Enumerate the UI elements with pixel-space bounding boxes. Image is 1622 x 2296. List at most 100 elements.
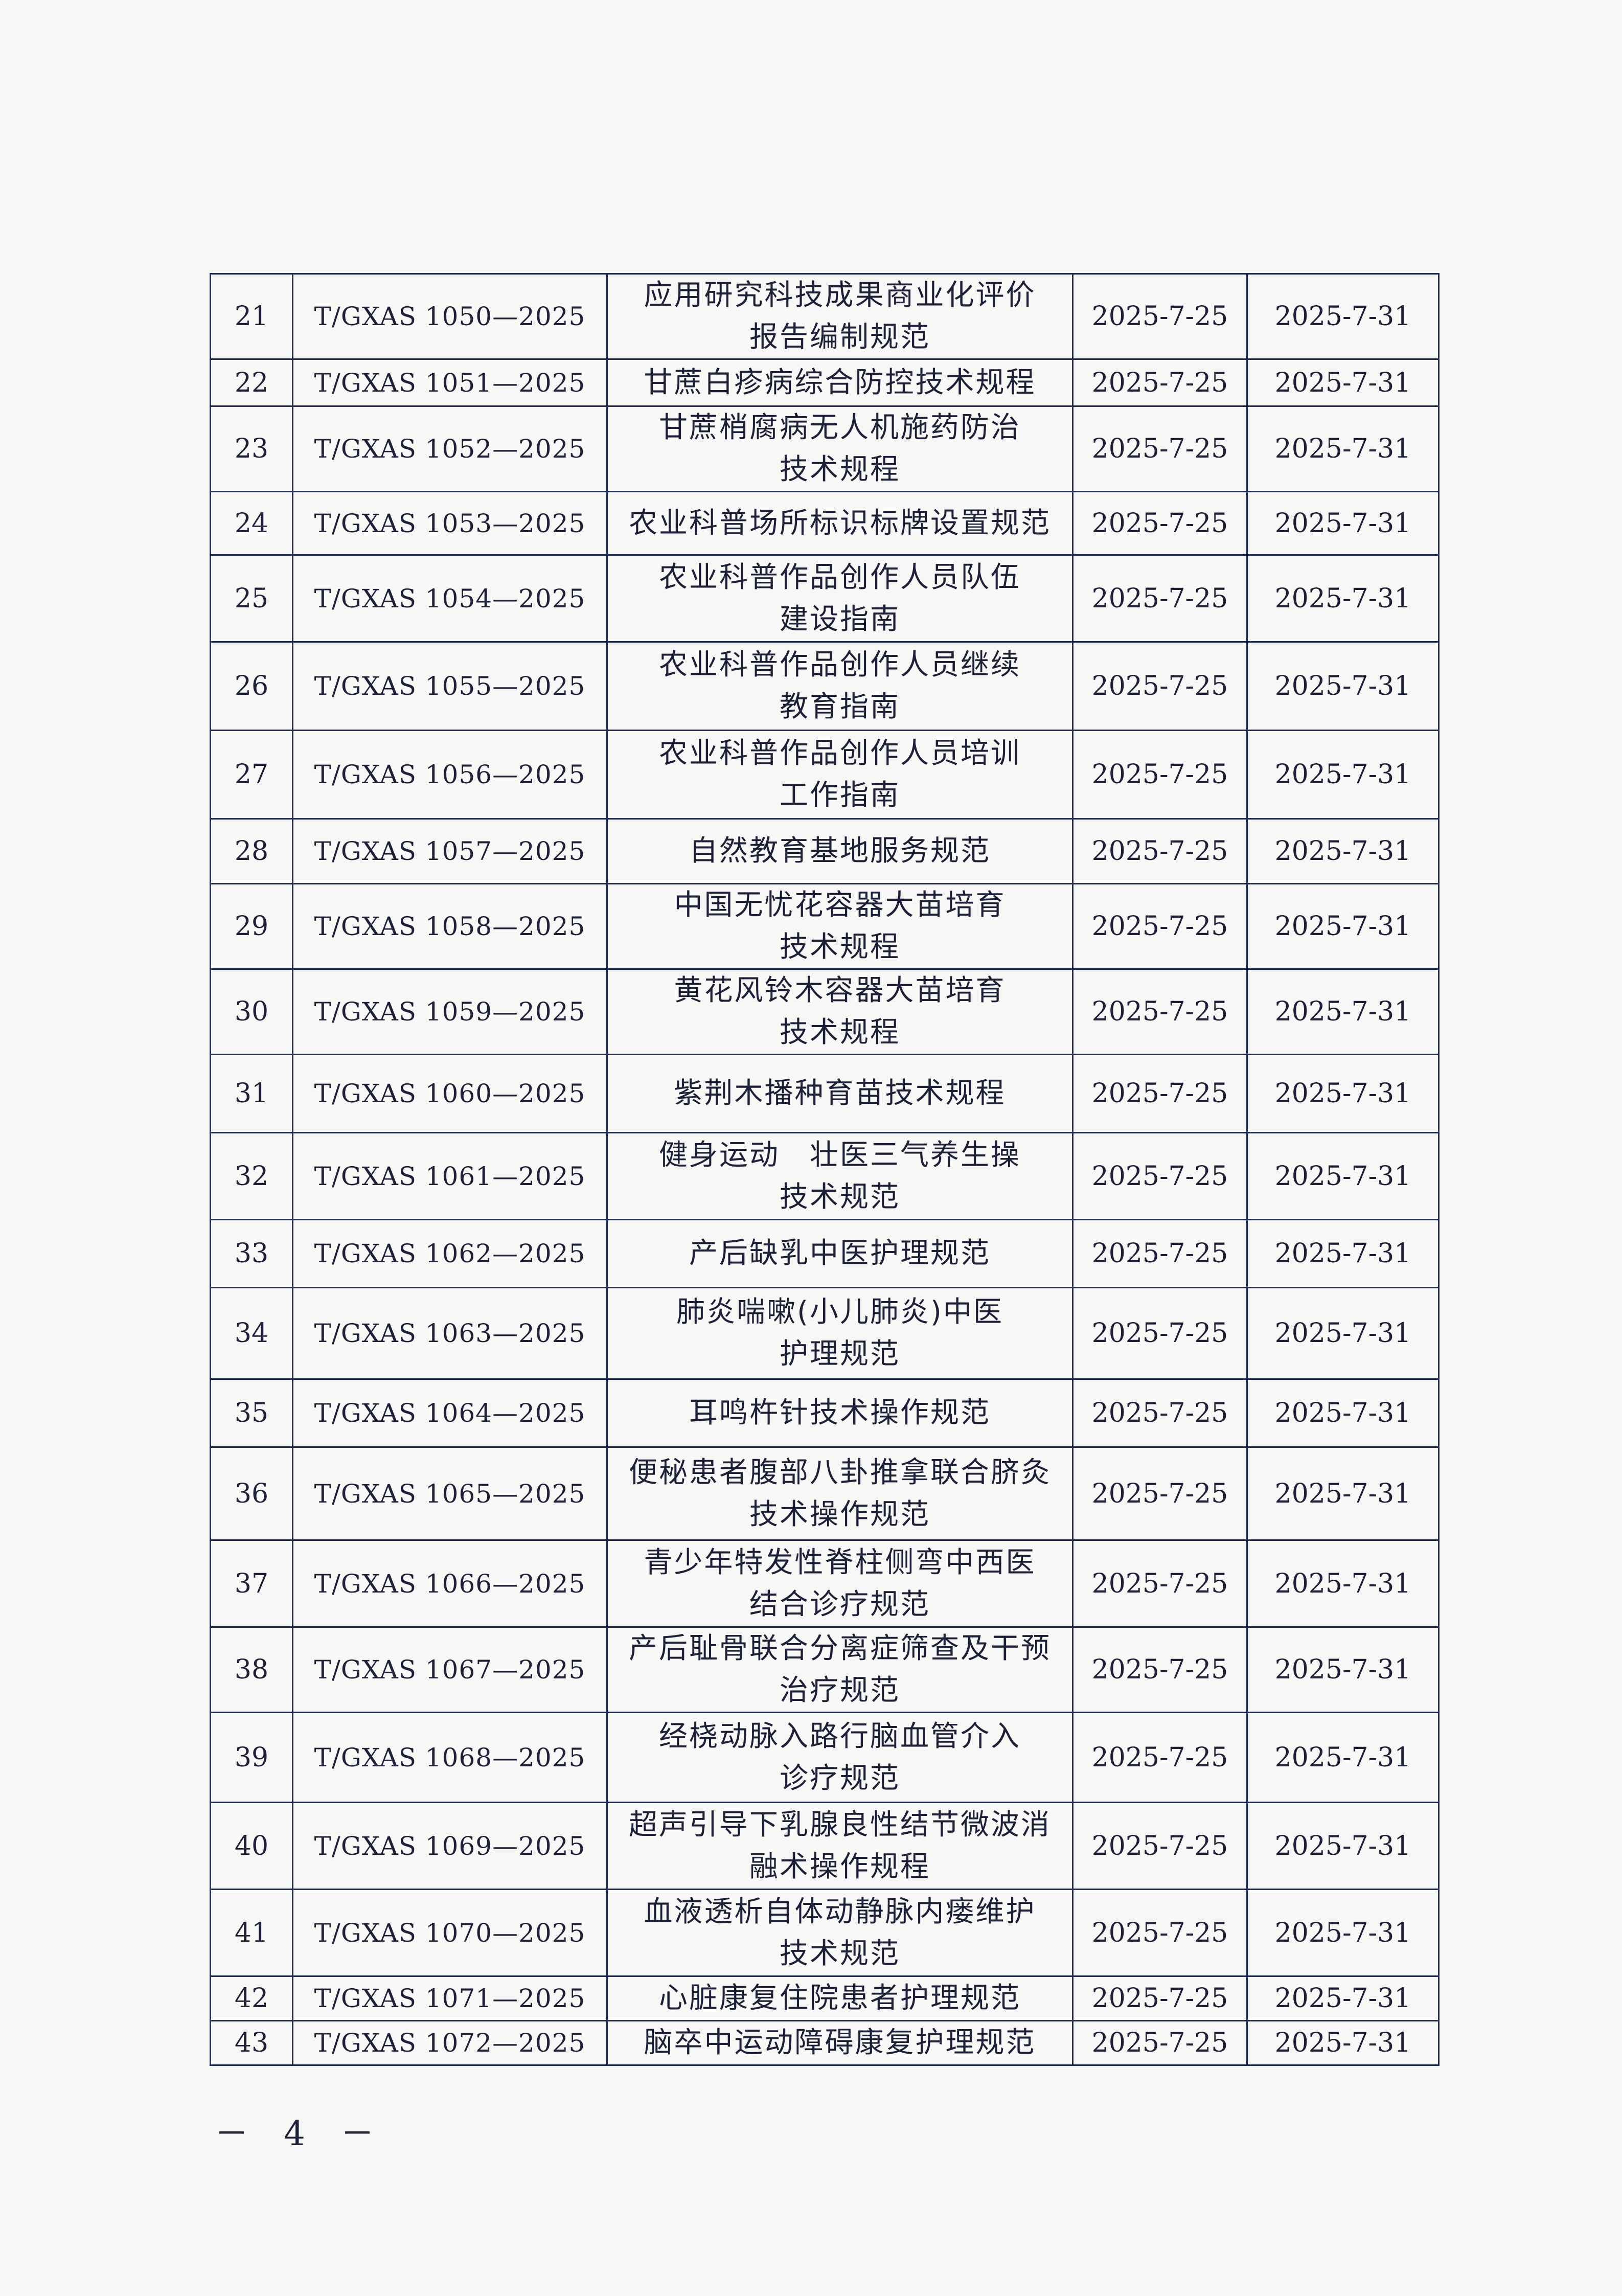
row-number: 36 xyxy=(210,1446,293,1541)
release-date: 2025-7-25 xyxy=(1072,968,1248,1055)
standard-title: 经桡动脉入路行脑血管介入 诊疗规范 xyxy=(606,1712,1073,1803)
row-number: 24 xyxy=(210,491,293,556)
release-date: 2025-7-25 xyxy=(1072,730,1248,820)
table-row: 36 T/GXAS 1065—2025 便秘患者腹部八卦推拿联合脐灸 技术操作规范 20… xyxy=(210,1446,1440,1541)
table-row: 39 T/GXAS 1068—2025 经桡动脉入路行脑血管介入 诊疗规范 2025-7… xyxy=(210,1712,1440,1803)
standard-title: 脑卒中运动障碍康复护理规范 xyxy=(606,2020,1073,2066)
release-date: 2025-7-25 xyxy=(1072,1975,1248,2021)
title-line: 应用研究科技成果商业化评价 xyxy=(644,279,1036,312)
standard-title: 血液透析自体动静脉内瘘维护 技术规范 xyxy=(606,1889,1073,1977)
standard-code: T/GXAS 1066—2025 xyxy=(292,1539,608,1628)
release-date: 2025-7-25 xyxy=(1072,1712,1248,1803)
title-line: 心脏康复住院患者护理规范 xyxy=(659,1982,1021,2015)
effective-date: 2025-7-31 xyxy=(1246,358,1440,407)
table-row: 25 T/GXAS 1054—2025 农业科普作品创作人员队伍 建设指南 2025-7… xyxy=(210,554,1440,643)
standard-title: 甘蔗白疹病综合防控技术规程 xyxy=(606,358,1073,407)
title-line: 教育指南 xyxy=(780,690,900,723)
title-line: 血液透析自体动静脉内瘘维护 xyxy=(644,1895,1036,1928)
table-row: 42 T/GXAS 1071—2025 心脏康复住院患者护理规范 2025-7-25 2… xyxy=(210,1975,1440,2021)
standard-title: 农业科普作品创作人员培训 工作指南 xyxy=(606,730,1073,820)
release-date: 2025-7-25 xyxy=(1072,1446,1248,1541)
title-line: 健身运动 壮医三气养生操 xyxy=(659,1138,1021,1172)
title-line: 护理规范 xyxy=(780,1337,900,1371)
row-number: 28 xyxy=(210,818,293,884)
row-number: 42 xyxy=(210,1975,293,2021)
release-date: 2025-7-25 xyxy=(1072,1539,1248,1628)
table-row: 41 T/GXAS 1070—2025 血液透析自体动静脉内瘘维护 技术规范 2025-… xyxy=(210,1889,1440,1977)
title-line: 技术规程 xyxy=(780,453,900,486)
standard-code: T/GXAS 1065—2025 xyxy=(292,1446,608,1541)
page-number: － 4 － xyxy=(215,2114,386,2153)
row-number: 39 xyxy=(210,1712,293,1803)
release-date: 2025-7-25 xyxy=(1072,1287,1248,1380)
table-row: 34 T/GXAS 1063—2025 肺炎喘嗽(小儿肺炎)中医 护理规范 2025-7… xyxy=(210,1287,1440,1380)
title-line: 农业科普作品创作人员培训 xyxy=(659,737,1021,770)
row-number: 25 xyxy=(210,554,293,643)
row-number: 43 xyxy=(210,2020,293,2066)
standard-code: T/GXAS 1052—2025 xyxy=(292,405,608,492)
standard-title: 超声引导下乳腺良性结节微波消 融术操作规程 xyxy=(606,1802,1073,1890)
standard-code: T/GXAS 1059—2025 xyxy=(292,968,608,1055)
standard-code: T/GXAS 1063—2025 xyxy=(292,1287,608,1380)
release-date: 2025-7-25 xyxy=(1072,1378,1248,1448)
effective-date: 2025-7-31 xyxy=(1246,818,1440,884)
table-row: 43 T/GXAS 1072—2025 脑卒中运动障碍康复护理规范 2025-7-25… xyxy=(210,2020,1440,2066)
table-row: 35 T/GXAS 1064—2025 耳鸣杵针技术操作规范 2025-7-25 202… xyxy=(210,1378,1440,1448)
effective-date: 2025-7-31 xyxy=(1246,1287,1440,1380)
row-number: 35 xyxy=(210,1378,293,1448)
release-date: 2025-7-25 xyxy=(1072,1054,1248,1133)
table-row: 28 T/GXAS 1057—2025 自然教育基地服务规范 2025-7-25 202… xyxy=(210,818,1440,884)
title-line: 产后耻骨联合分离症筛查及干预 xyxy=(629,1632,1051,1665)
row-number: 32 xyxy=(210,1132,293,1220)
standard-code: T/GXAS 1064—2025 xyxy=(292,1378,608,1448)
effective-date: 2025-7-31 xyxy=(1246,554,1440,643)
title-line: 黄花风铃木容器大苗培育 xyxy=(674,974,1006,1007)
title-line: 超声引导下乳腺良性结节微波消 xyxy=(629,1808,1051,1842)
row-number: 22 xyxy=(210,358,293,407)
title-line: 紫荆木播种育苗技术规程 xyxy=(674,1077,1006,1110)
standard-title: 耳鸣杵针技术操作规范 xyxy=(606,1378,1073,1448)
standard-title: 自然教育基地服务规范 xyxy=(606,818,1073,884)
standard-code: T/GXAS 1070—2025 xyxy=(292,1889,608,1977)
row-number: 38 xyxy=(210,1626,293,1713)
release-date: 2025-7-25 xyxy=(1072,1132,1248,1220)
release-date: 2025-7-25 xyxy=(1072,491,1248,556)
title-line: 甘蔗白疹病综合防控技术规程 xyxy=(644,366,1036,399)
effective-date: 2025-7-31 xyxy=(1246,1712,1440,1803)
title-line: 技术规范 xyxy=(780,1180,900,1214)
standard-code: T/GXAS 1060—2025 xyxy=(292,1054,608,1133)
row-number: 41 xyxy=(210,1889,293,1977)
effective-date: 2025-7-31 xyxy=(1246,1054,1440,1133)
standard-code: T/GXAS 1056—2025 xyxy=(292,730,608,820)
title-line: 融术操作规程 xyxy=(749,1850,930,1883)
title-line: 肺炎喘嗽(小儿肺炎)中医 xyxy=(676,1295,1003,1329)
title-line: 脑卒中运动障碍康复护理规范 xyxy=(644,2026,1036,2059)
release-date: 2025-7-25 xyxy=(1072,405,1248,492)
standard-title: 紫荆木播种育苗技术规程 xyxy=(606,1054,1073,1133)
title-line: 便秘患者腹部八卦推拿联合脐灸 xyxy=(629,1456,1051,1489)
row-number: 31 xyxy=(210,1054,293,1133)
standard-code: T/GXAS 1058—2025 xyxy=(292,883,608,970)
release-date: 2025-7-25 xyxy=(1072,1889,1248,1977)
standard-code: T/GXAS 1055—2025 xyxy=(292,641,608,731)
table-row: 24 T/GXAS 1053—2025 农业科普场所标识标牌设置规范 2025-7-2… xyxy=(210,491,1440,556)
title-line: 技术操作规范 xyxy=(749,1497,930,1531)
row-number: 40 xyxy=(210,1802,293,1890)
release-date: 2025-7-25 xyxy=(1072,818,1248,884)
row-number: 37 xyxy=(210,1539,293,1628)
title-line: 自然教育基地服务规范 xyxy=(689,834,991,868)
title-line: 治疗规范 xyxy=(780,1674,900,1707)
standard-code: T/GXAS 1072—2025 xyxy=(292,2020,608,2066)
table-row: 22 T/GXAS 1051—2025 甘蔗白疹病综合防控技术规程 2025-7-25… xyxy=(210,358,1440,407)
effective-date: 2025-7-31 xyxy=(1246,1378,1440,1448)
effective-date: 2025-7-31 xyxy=(1246,1219,1440,1288)
standard-title: 中国无忧花容器大苗培育 技术规程 xyxy=(606,883,1073,970)
standard-code: T/GXAS 1068—2025 xyxy=(292,1712,608,1803)
title-line: 结合诊疗规范 xyxy=(749,1587,930,1621)
effective-date: 2025-7-31 xyxy=(1246,730,1440,820)
standard-title: 黄花风铃木容器大苗培育 技术规程 xyxy=(606,968,1073,1055)
effective-date: 2025-7-31 xyxy=(1246,1802,1440,1890)
standard-code: T/GXAS 1051—2025 xyxy=(292,358,608,407)
title-line: 报告编制规范 xyxy=(749,321,930,354)
title-line: 农业科普场所标识标牌设置规范 xyxy=(629,506,1051,540)
